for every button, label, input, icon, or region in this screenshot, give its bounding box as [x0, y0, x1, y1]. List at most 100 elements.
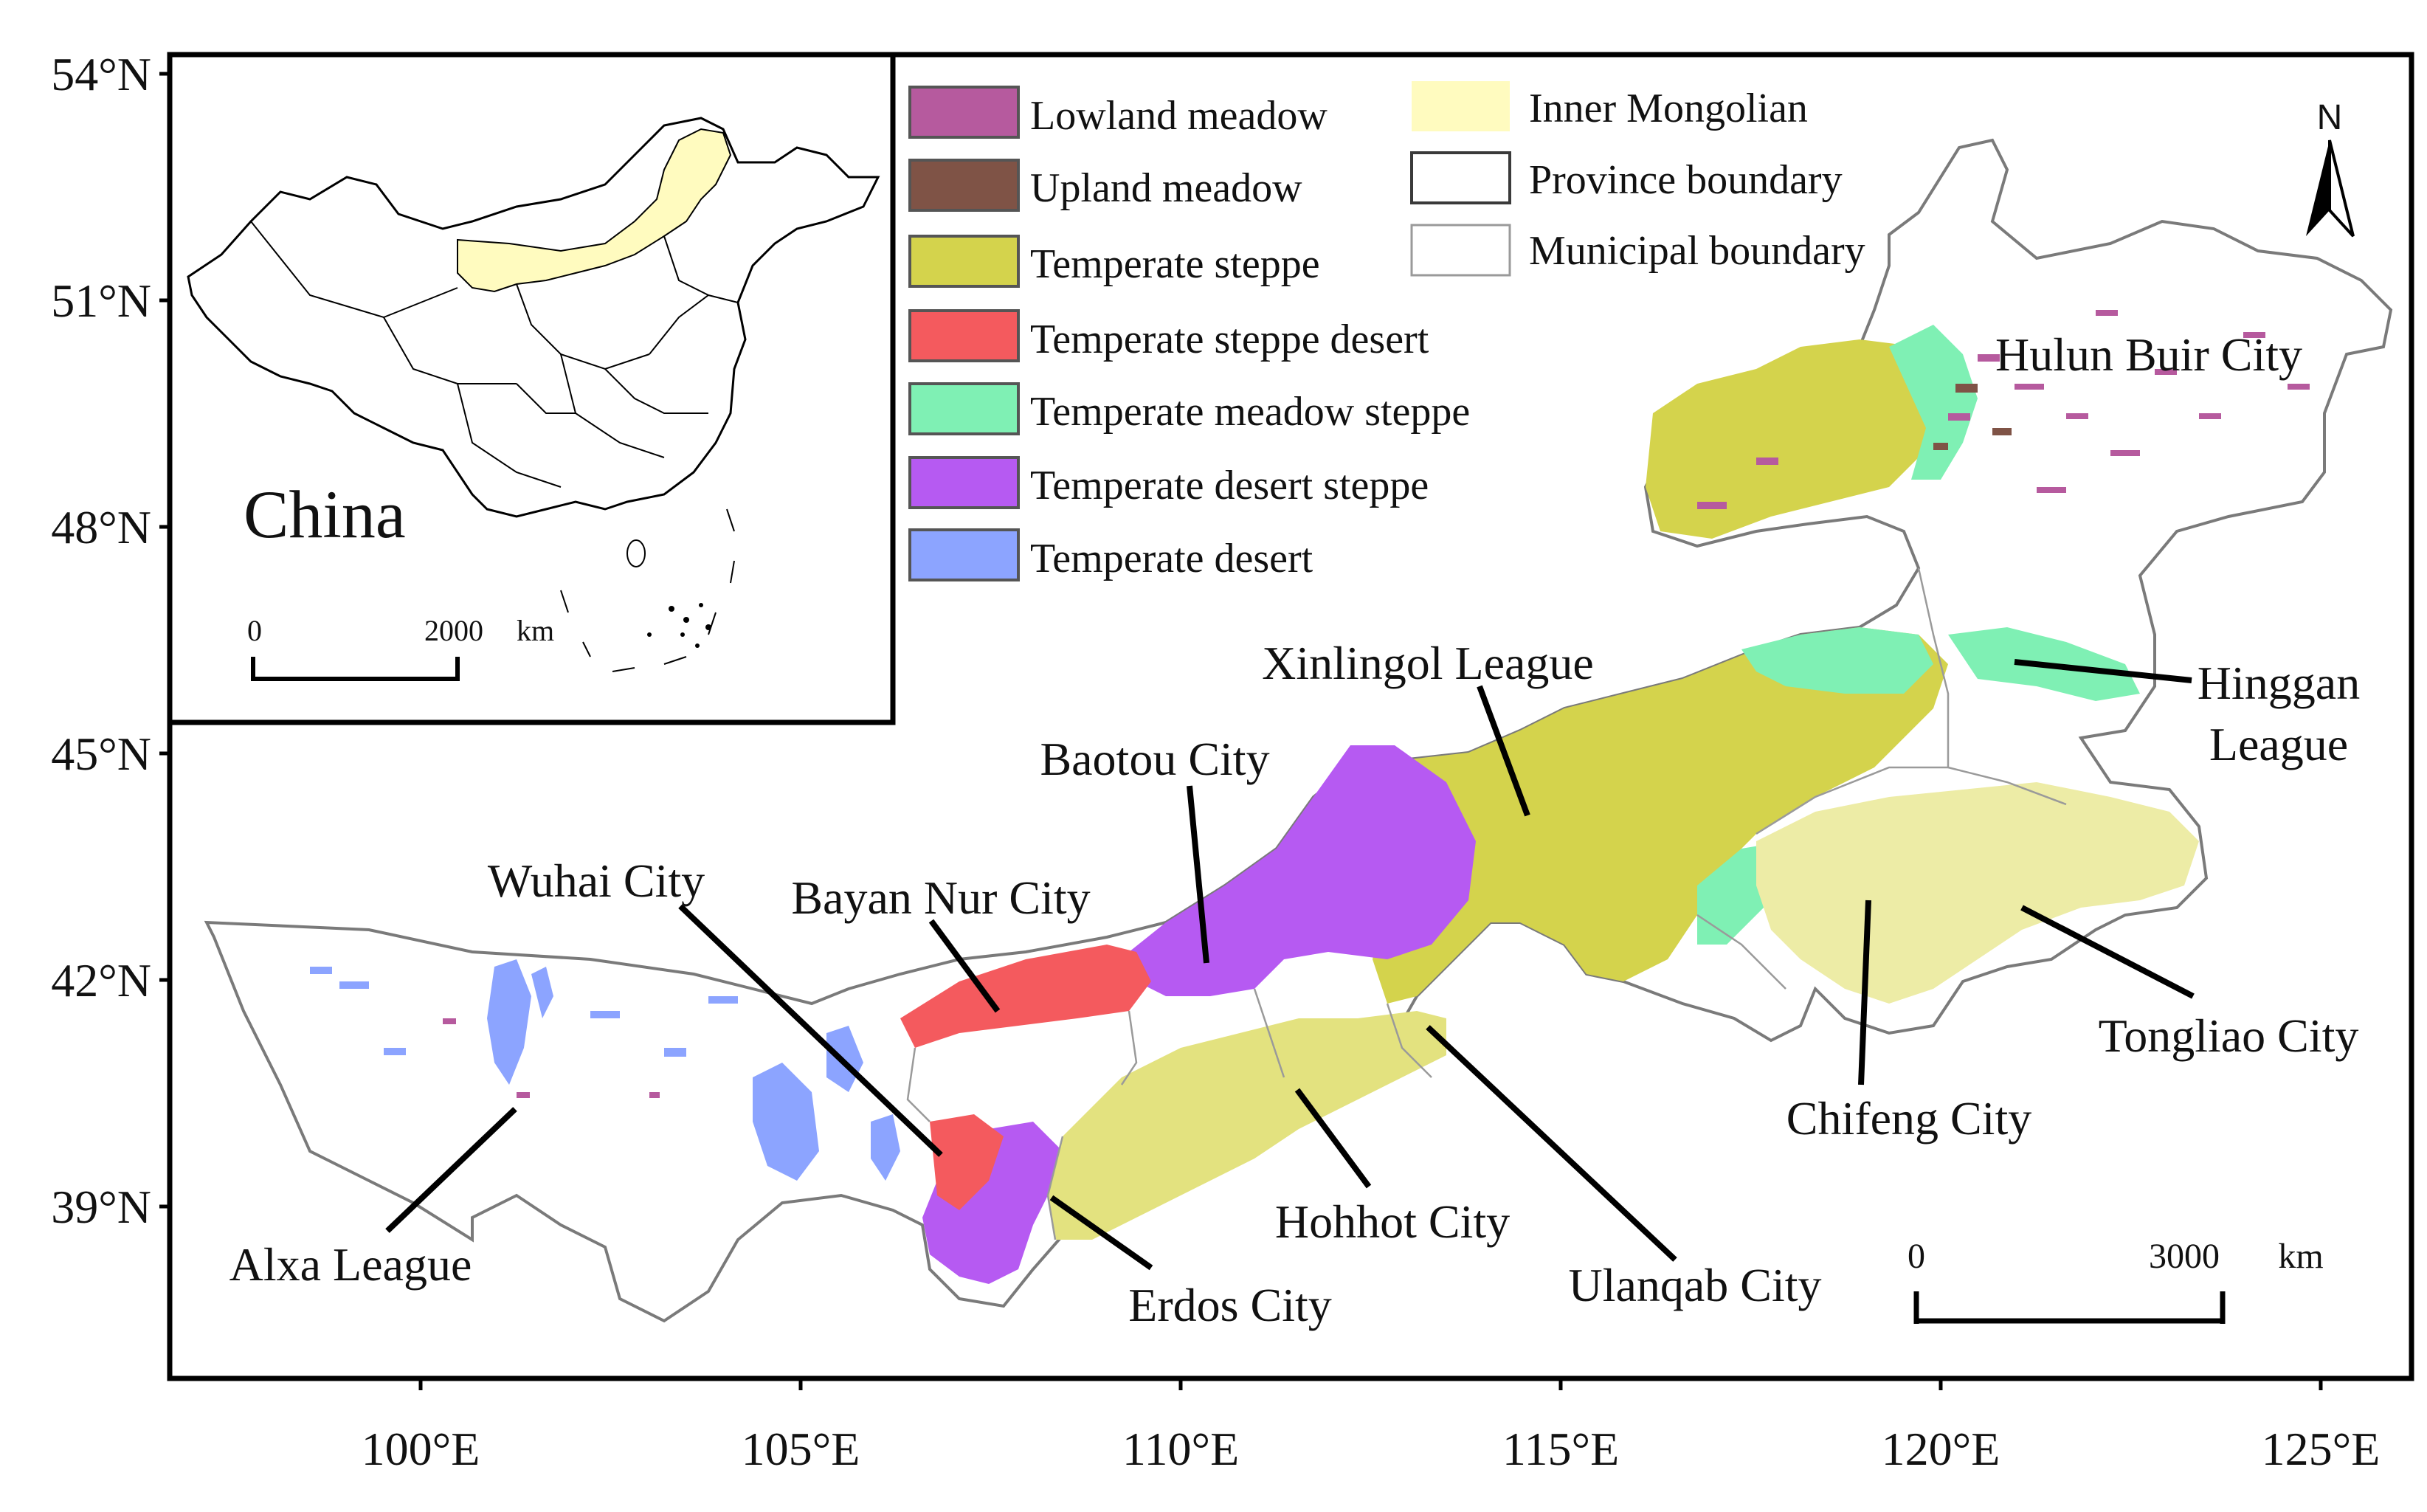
place-label: Chifeng City	[1786, 1092, 2031, 1145]
north-arrow-icon: N	[2306, 98, 2355, 238]
temperate-meadow-steppe-xinlingol	[1741, 627, 1933, 694]
temperate-steppe-desert	[900, 945, 1151, 1048]
place-label: Baotou City	[1040, 733, 1269, 785]
legend-item: Inner Mongolian	[1412, 81, 1808, 131]
temperate-desert-steppe	[1129, 745, 1476, 996]
legend-swatch	[908, 159, 1020, 212]
place-labels: Hulun Buir City Hinggan League Xinlingol…	[229, 328, 2361, 1331]
inner-mongolia-region	[204, 138, 2393, 1323]
legend-swatch	[908, 309, 1020, 362]
temperate-desert-alxa	[310, 959, 900, 1181]
place-label: Bayan Nur City	[791, 871, 1090, 924]
leader-line	[1294, 1088, 1372, 1189]
lat-tick-label: 51°N	[51, 275, 151, 327]
temperate-steppe-south	[1048, 1011, 1446, 1240]
legend-swatch	[1412, 81, 1510, 131]
municipal-boundaries	[906, 567, 2067, 1240]
legend-label: Temperate steppe	[1030, 241, 1320, 287]
south-china-sea-islands	[647, 603, 711, 648]
scale-bar-unit: km	[2278, 1237, 2323, 1276]
inset-label-china: China	[244, 477, 406, 552]
leader-line	[1049, 1195, 1153, 1271]
place-label: League	[2209, 718, 2348, 770]
inset-scale-end: 2000	[424, 614, 483, 647]
legend-label: Temperate desert	[1030, 536, 1313, 581]
place-label: Wuhai City	[488, 855, 705, 907]
legend-swatch	[908, 235, 1020, 288]
lon-ticks: 100°E 105°E 110°E 115°E 120°E 125°E	[362, 1378, 2381, 1475]
legend-label: Temperate meadow steppe	[1030, 389, 1470, 435]
inset-scale-unit: km	[517, 614, 554, 647]
place-label: Hulun Buir City	[1995, 328, 2302, 381]
upland-meadow-hulunbuir	[1933, 384, 2012, 450]
legend-item: Temperate desert steppe	[908, 456, 1429, 509]
legend-label: Municipal boundary	[1529, 228, 1865, 274]
lat-tick-label: 48°N	[51, 501, 151, 553]
leader-line	[928, 919, 1001, 1013]
legend-swatch	[908, 382, 1020, 435]
legend-label: Upland meadow	[1030, 165, 1302, 211]
inset-scale-start: 0	[247, 614, 262, 647]
lat-ticks: 54°N 51°N 48°N 45°N 42°N 39°N	[51, 48, 170, 1233]
legend: Lowland meadow Upland meadow Temperate s…	[908, 81, 1865, 581]
lon-tick-label: 125°E	[2262, 1423, 2381, 1475]
legend-label: Province boundary	[1529, 157, 1843, 203]
lon-tick-label: 100°E	[362, 1423, 480, 1475]
lon-tick-label: 115°E	[1502, 1423, 1619, 1475]
nine-dash-line	[560, 508, 735, 672]
scale-bar: 0 3000 km	[1908, 1237, 2324, 1324]
legend-label: Temperate desert steppe	[1030, 463, 1429, 508]
temperate-steppe-xinlingol	[1373, 627, 1948, 1004]
leader-line	[385, 1107, 517, 1233]
legend-label: Inner Mongolian	[1529, 86, 1808, 131]
lon-tick-label: 110°E	[1122, 1423, 1239, 1475]
lowland-meadow-hulunbuir	[1697, 310, 2310, 509]
leader-line	[1187, 785, 1209, 964]
hainan-island	[626, 539, 646, 567]
temperate-steppe-hulunbuir	[1646, 339, 1948, 539]
legend-swatch	[1410, 151, 1511, 204]
lat-tick-label: 54°N	[51, 48, 151, 100]
inner-mongolia-highlight	[457, 128, 732, 293]
leader-line	[2014, 659, 2192, 683]
legend-item: Temperate steppe desert	[908, 309, 1429, 362]
leader-line	[1426, 1025, 1677, 1262]
lon-tick-label: 105°E	[742, 1423, 860, 1475]
leader-line	[1858, 900, 1871, 1085]
legend-item: Municipal boundary	[1410, 224, 1865, 277]
place-label: Tongliao City	[2099, 1009, 2359, 1062]
legend-item: Upland meadow	[908, 159, 1302, 212]
lowland-meadow-alxa	[443, 1018, 660, 1098]
legend-item: Temperate desert	[908, 528, 1313, 581]
legend-label: Temperate steppe desert	[1030, 317, 1429, 362]
legend-swatch	[908, 86, 1020, 139]
temperate-steppe-desert-erdos	[930, 1114, 1004, 1210]
place-label: Hinggan	[2198, 657, 2360, 709]
lat-tick-label: 39°N	[51, 1181, 151, 1233]
legend-item: Temperate steppe	[908, 235, 1320, 288]
place-label: Xinlingol League	[1262, 637, 1594, 689]
leader-line	[678, 904, 943, 1157]
legend-swatch	[908, 456, 1020, 509]
inset-scale-bar: 0 2000 km	[247, 614, 554, 681]
lat-tick-label: 45°N	[51, 728, 151, 780]
legend-item: Temperate meadow steppe	[908, 382, 1470, 435]
temperate-meadow-steppe-hulunbuir	[1889, 325, 1978, 480]
china-outline	[187, 117, 880, 518]
leader-line	[2020, 905, 2195, 999]
lat-tick-label: 42°N	[51, 954, 151, 1007]
place-label: Ulanqab City	[1568, 1259, 1821, 1311]
legend-item: Lowland meadow	[908, 86, 1328, 139]
legend-item: Province boundary	[1410, 151, 1843, 204]
scale-bar-start: 0	[1908, 1237, 1925, 1276]
leader-line	[1477, 685, 1530, 817]
place-label: Erdos City	[1128, 1279, 1332, 1331]
legend-swatch	[908, 528, 1020, 581]
scale-bar-end: 3000	[2149, 1237, 2220, 1276]
legend-label: Lowland meadow	[1030, 93, 1328, 139]
inset-province-lines	[250, 221, 739, 488]
lon-tick-label: 120°E	[1882, 1423, 2000, 1475]
north-arrow-label: N	[2317, 98, 2343, 137]
place-label: Alxa League	[229, 1238, 472, 1291]
inset-map: China 0 2000 km	[167, 52, 896, 725]
